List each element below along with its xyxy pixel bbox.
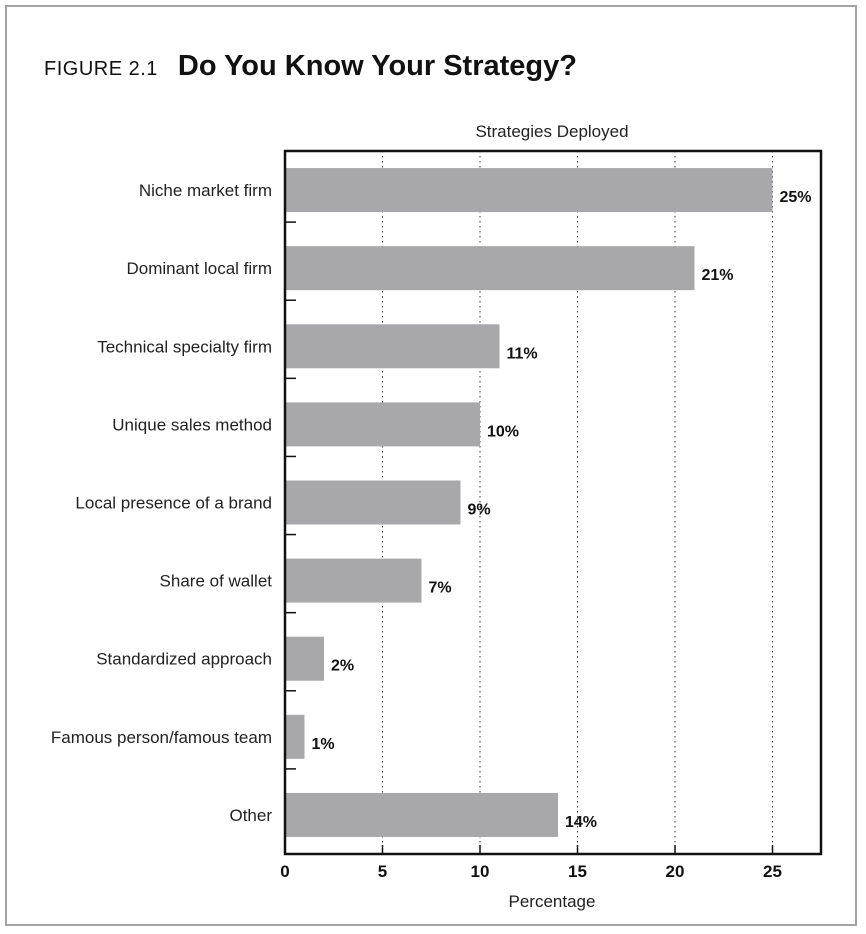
x-axis-label: Percentage [509,892,596,911]
x-tick-label: 0 [280,862,289,881]
chart-title: Strategies Deployed [475,122,628,141]
value-label: 9% [468,502,491,519]
bar [285,168,773,213]
figure-frame [5,5,857,926]
figure-heading: FIGURE 2.1 Do You Know Your Strategy? [44,50,577,83]
figure-label: FIGURE 2.1 [44,58,158,80]
bars [285,168,773,837]
value-label: 10% [487,423,519,440]
category-label: Other [229,806,272,825]
x-tick-label: 5 [378,862,387,881]
category-label: Dominant local firm [127,259,273,278]
value-label: 1% [312,736,335,753]
x-tick-label: 10 [471,862,490,881]
bar [285,480,461,525]
category-label: Local presence of a brand [75,494,272,513]
bar [285,636,324,681]
value-labels: 25% 21% 11% 10% 9% 7% 2% 1% 14% [312,189,812,831]
figure-title: Do You Know Your Strategy? [177,50,577,82]
plot-border [283,149,823,856]
bar [285,558,422,603]
category-label: Technical specialty firm [97,337,272,356]
x-axis-ticks: 0 5 10 15 20 25 [280,845,782,881]
bar [285,402,480,447]
x-tick-label: 25 [763,862,782,881]
x-tick-label: 15 [568,862,587,881]
bar [285,714,305,759]
y-axis-ticks [285,221,296,770]
category-labels: Niche market firm Dominant local firm Tech… [51,181,272,825]
value-label: 11% [507,345,538,362]
category-label: Unique sales method [112,415,272,434]
value-label: 14% [565,814,597,831]
bar [285,324,500,369]
category-label: Share of wallet [160,572,273,591]
bar [285,792,558,837]
value-label: 21% [702,267,734,284]
value-label: 2% [331,658,354,675]
value-label: 7% [429,580,452,597]
category-label: Niche market firm [139,181,272,200]
x-tick-label: 20 [666,862,685,881]
bar [285,246,695,291]
value-label: 25% [780,189,812,206]
category-label: Standardized approach [96,650,272,669]
category-label: Famous person/famous team [51,728,272,747]
